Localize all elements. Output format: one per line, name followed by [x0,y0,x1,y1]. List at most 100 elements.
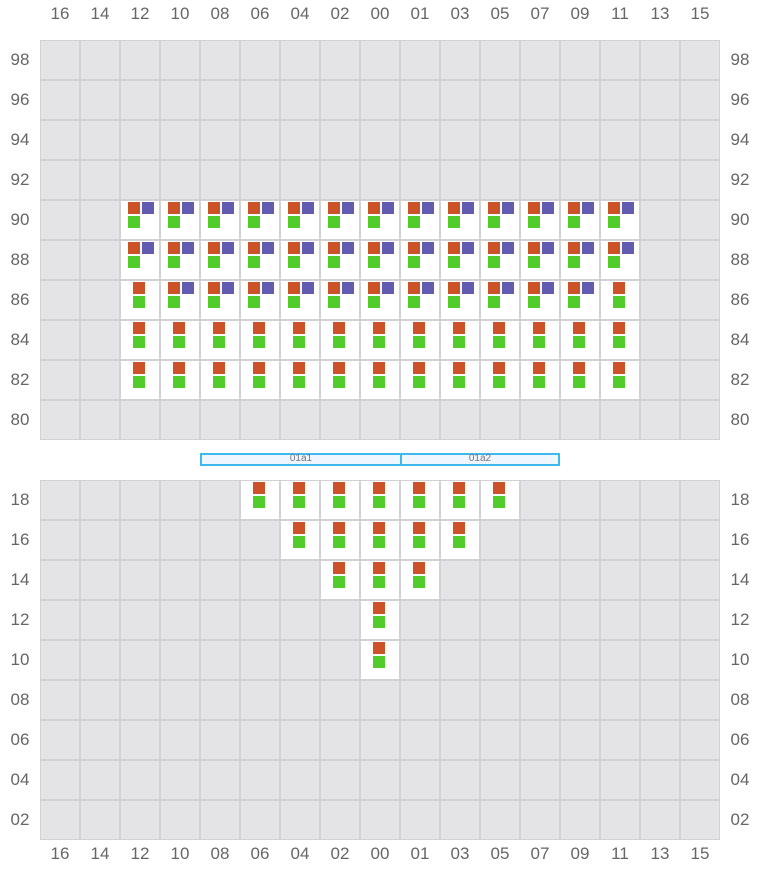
slot-occupied[interactable] [560,200,600,240]
slot-empty[interactable] [440,760,480,800]
slot-empty[interactable] [80,760,120,800]
slot-empty[interactable] [200,640,240,680]
slot-occupied[interactable] [440,520,480,560]
slot-empty[interactable] [80,320,120,360]
slot-empty[interactable] [80,120,120,160]
slot-occupied[interactable] [280,480,320,520]
slot-occupied[interactable] [480,320,520,360]
slot-occupied[interactable] [120,240,160,280]
slot-empty[interactable] [280,680,320,720]
slot-occupied[interactable] [360,640,400,680]
slot-empty[interactable] [400,80,440,120]
slot-empty[interactable] [360,800,400,840]
slot-occupied[interactable] [360,600,400,640]
slot-empty[interactable] [40,520,80,560]
divider-segment[interactable]: 01a1 [200,453,402,466]
slot-occupied[interactable] [160,240,200,280]
slot-occupied[interactable] [160,200,200,240]
slot-empty[interactable] [280,400,320,440]
slot-empty[interactable] [640,400,680,440]
slot-empty[interactable] [40,280,80,320]
slot-empty[interactable] [600,680,640,720]
slot-empty[interactable] [440,400,480,440]
slot-empty[interactable] [40,200,80,240]
slot-occupied[interactable] [440,360,480,400]
slot-occupied[interactable] [520,240,560,280]
slot-empty[interactable] [520,400,560,440]
slot-empty[interactable] [40,240,80,280]
slot-empty[interactable] [680,680,720,720]
slot-empty[interactable] [80,40,120,80]
slot-empty[interactable] [80,160,120,200]
slot-empty[interactable] [240,800,280,840]
slot-occupied[interactable] [240,320,280,360]
slot-occupied[interactable] [320,360,360,400]
slot-empty[interactable] [520,120,560,160]
slot-empty[interactable] [280,640,320,680]
slot-empty[interactable] [80,600,120,640]
slot-empty[interactable] [80,560,120,600]
slot-empty[interactable] [80,680,120,720]
slot-empty[interactable] [240,120,280,160]
slot-occupied[interactable] [280,240,320,280]
slot-occupied[interactable] [400,240,440,280]
slot-empty[interactable] [520,80,560,120]
slot-empty[interactable] [400,720,440,760]
slot-empty[interactable] [320,720,360,760]
slot-empty[interactable] [40,120,80,160]
slot-empty[interactable] [360,120,400,160]
slot-empty[interactable] [640,560,680,600]
slot-empty[interactable] [680,80,720,120]
slot-empty[interactable] [640,280,680,320]
slot-empty[interactable] [480,400,520,440]
slot-empty[interactable] [320,120,360,160]
slot-empty[interactable] [160,760,200,800]
slot-occupied[interactable] [360,280,400,320]
slot-empty[interactable] [320,640,360,680]
slot-empty[interactable] [200,520,240,560]
slot-empty[interactable] [480,160,520,200]
slot-occupied[interactable] [400,280,440,320]
slot-empty[interactable] [680,720,720,760]
slot-occupied[interactable] [360,560,400,600]
slot-empty[interactable] [680,560,720,600]
slot-occupied[interactable] [320,280,360,320]
slot-empty[interactable] [120,640,160,680]
slot-empty[interactable] [280,720,320,760]
slot-empty[interactable] [360,720,400,760]
slot-empty[interactable] [480,40,520,80]
slot-empty[interactable] [680,480,720,520]
slot-empty[interactable] [560,400,600,440]
slot-empty[interactable] [240,400,280,440]
slot-empty[interactable] [120,560,160,600]
slot-empty[interactable] [80,200,120,240]
slot-occupied[interactable] [320,560,360,600]
divider-segment[interactable]: 01a2 [400,453,560,466]
slot-occupied[interactable] [440,480,480,520]
slot-empty[interactable] [600,760,640,800]
slot-occupied[interactable] [560,240,600,280]
slot-occupied[interactable] [400,200,440,240]
slot-empty[interactable] [320,40,360,80]
slot-occupied[interactable] [120,320,160,360]
slot-occupied[interactable] [360,480,400,520]
slot-empty[interactable] [440,80,480,120]
slot-empty[interactable] [560,560,600,600]
slot-occupied[interactable] [200,360,240,400]
slot-occupied[interactable] [200,240,240,280]
slot-empty[interactable] [120,520,160,560]
slot-occupied[interactable] [240,280,280,320]
slot-empty[interactable] [600,120,640,160]
slot-empty[interactable] [120,600,160,640]
slot-occupied[interactable] [440,320,480,360]
slot-empty[interactable] [680,240,720,280]
slot-empty[interactable] [240,560,280,600]
slot-empty[interactable] [640,520,680,560]
slot-occupied[interactable] [560,320,600,360]
slot-occupied[interactable] [520,360,560,400]
slot-empty[interactable] [360,160,400,200]
slot-empty[interactable] [80,800,120,840]
slot-empty[interactable] [440,40,480,80]
slot-occupied[interactable] [320,320,360,360]
slot-empty[interactable] [480,720,520,760]
